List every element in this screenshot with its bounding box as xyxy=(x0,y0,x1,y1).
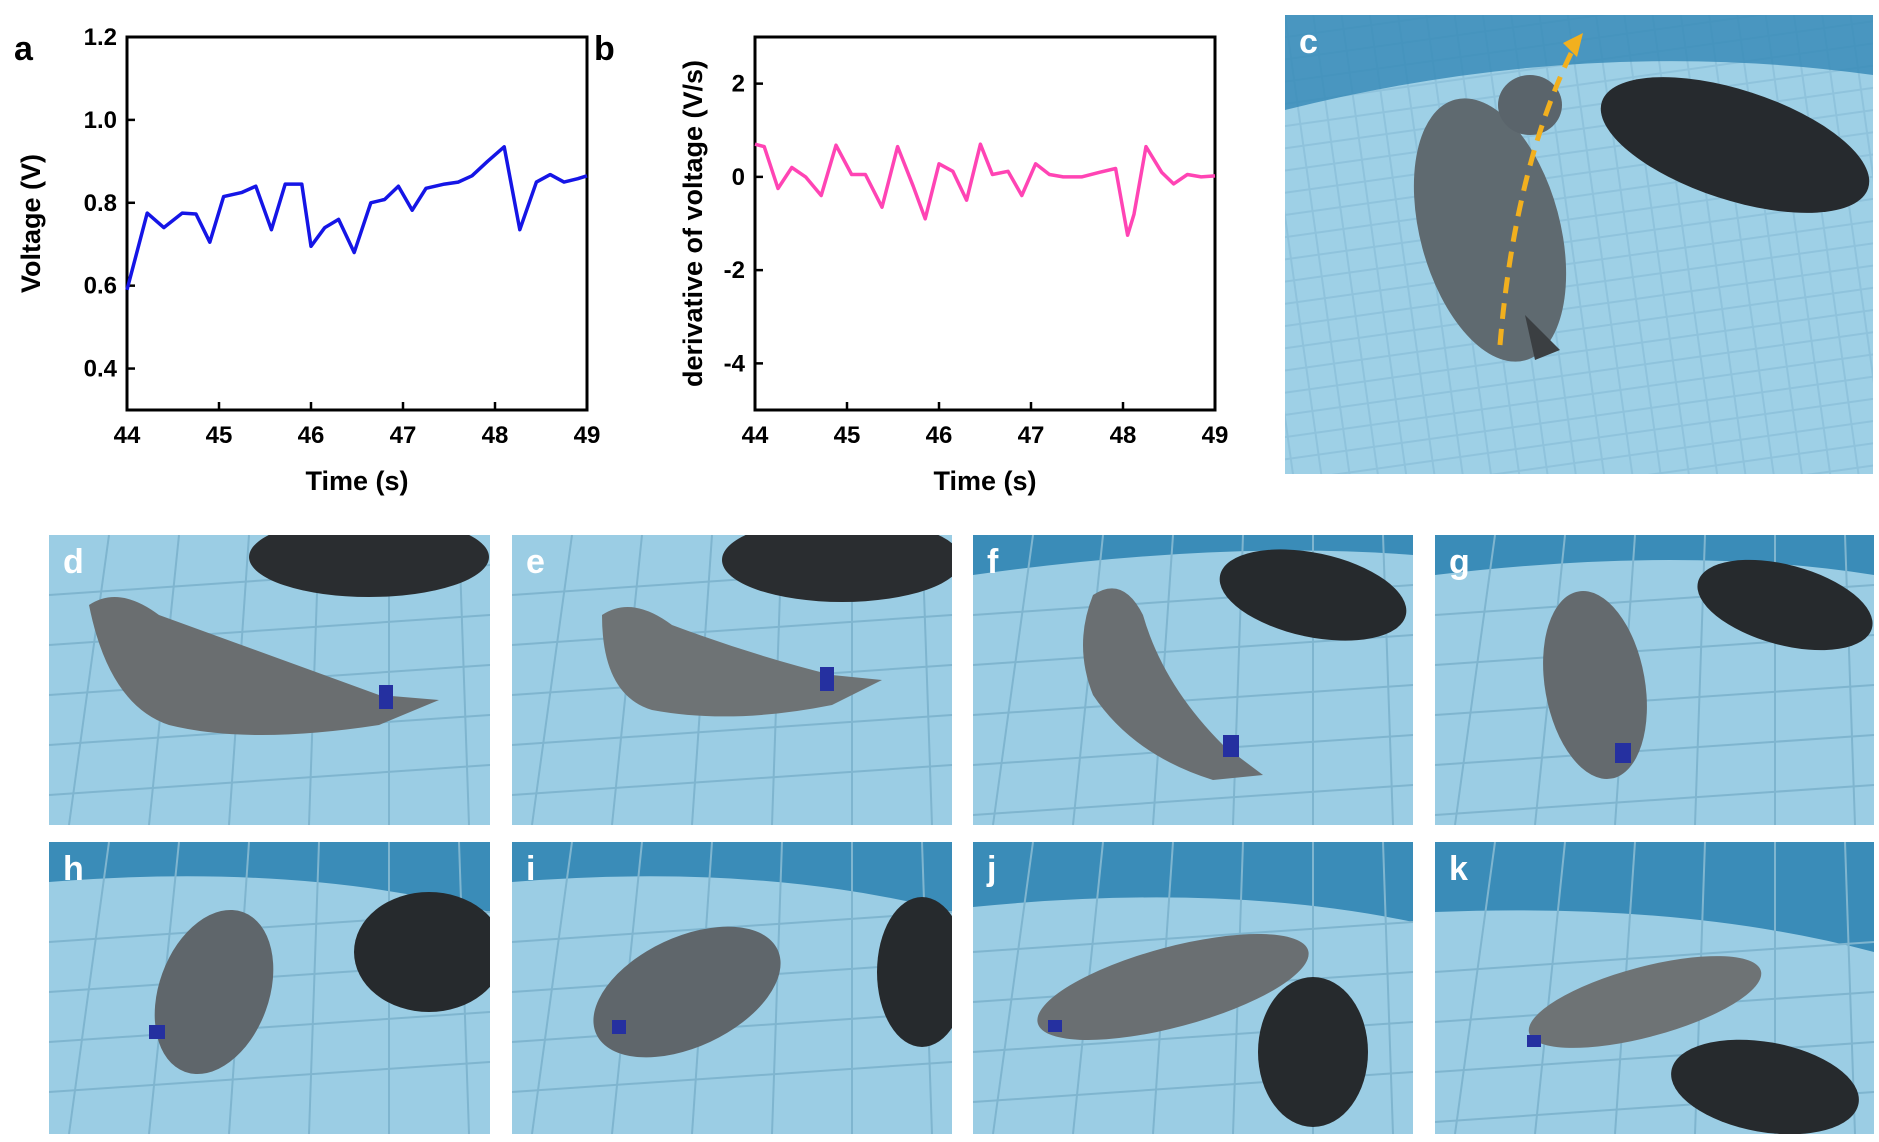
photo-d-seal: d xyxy=(49,535,490,825)
x-tick-label: 46 xyxy=(298,422,325,449)
x-tick-label: 48 xyxy=(482,422,509,449)
plot-frame xyxy=(125,35,589,412)
photo-k-seal: k xyxy=(1435,842,1874,1134)
panel-label-c: c xyxy=(1299,23,1318,61)
x-axis-title: Time (s) xyxy=(305,466,408,496)
x-tick-label: 45 xyxy=(834,422,861,449)
y-tick-label: -4 xyxy=(724,350,746,377)
y-tick-label: 0.8 xyxy=(84,190,117,217)
panel-label-g: g xyxy=(1449,543,1470,581)
x-tick-label: 44 xyxy=(114,422,141,449)
y-tick-label: 1.0 xyxy=(84,107,117,134)
x-tick-label: 46 xyxy=(926,422,953,449)
y-tick-label: 0.6 xyxy=(84,273,117,300)
y-tick-label: 0 xyxy=(732,164,745,191)
y-tick-label: 0.4 xyxy=(84,356,118,383)
x-tick-label: 49 xyxy=(1202,422,1229,449)
x-tick-label: 48 xyxy=(1110,422,1137,449)
panel-label-k: k xyxy=(1449,850,1468,888)
photo-h-seal: h xyxy=(49,842,490,1134)
y-tick-label: 2 xyxy=(732,71,745,98)
photo-j-seal: j xyxy=(973,842,1413,1134)
y-tick-label: 1.2 xyxy=(84,24,117,51)
series-line xyxy=(754,142,1216,237)
x-tick-label: 47 xyxy=(1018,422,1045,449)
photo-i-seal: i xyxy=(512,842,952,1134)
x-tick-label: 44 xyxy=(742,422,769,449)
panel-label-d: d xyxy=(63,543,84,581)
panel-label-a: a xyxy=(14,30,33,68)
photo-f-seal: f xyxy=(973,535,1413,825)
panel-label-e: e xyxy=(526,543,545,581)
plot-frame xyxy=(753,35,1217,412)
photo-c-seal-turning: c xyxy=(1285,15,1873,474)
photo-g-seal: g xyxy=(1435,535,1874,825)
photo-e-seal: e xyxy=(512,535,952,825)
panel-label-b: b xyxy=(594,30,615,68)
x-tick-label: 45 xyxy=(206,422,233,449)
series-line xyxy=(125,145,588,291)
x-tick-label: 47 xyxy=(390,422,417,449)
x-axis-title: Time (s) xyxy=(933,466,1036,496)
panel-label-i: i xyxy=(526,850,536,888)
x-tick-label: 49 xyxy=(574,422,601,449)
y-axis-title: derivative of voltage (V/s) xyxy=(678,60,708,387)
panel-label-h: h xyxy=(63,850,84,888)
y-tick-label: -2 xyxy=(724,257,745,284)
panel-label-f: f xyxy=(987,543,999,581)
voltage-chart: 44 45 46 47 48 49 0.4 0.6 0.8 1.0 1.2 Time (s) Volta… xyxy=(16,24,601,496)
y-axis-title: Voltage (V) xyxy=(16,154,46,293)
derivative-chart: 44 45 46 47 48 49 -4 -2 0 2 Time (s) derivative of … xyxy=(678,35,1229,496)
panel-label-j: j xyxy=(987,850,997,888)
